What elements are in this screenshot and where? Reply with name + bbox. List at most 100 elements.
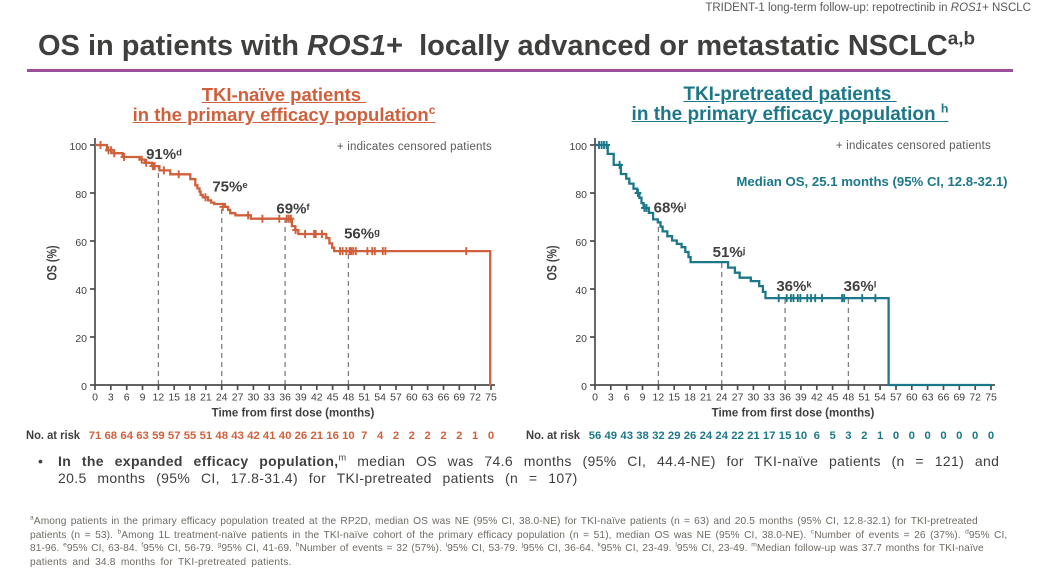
svg-text:4: 4 (377, 430, 384, 442)
svg-text:No. at risk: No. at risk (26, 430, 81, 442)
svg-text:36%k: 36%k (776, 278, 812, 295)
svg-text:2: 2 (424, 430, 430, 442)
svg-text:57: 57 (168, 430, 181, 442)
svg-text:27: 27 (232, 392, 244, 404)
svg-text:2: 2 (409, 430, 415, 442)
svg-text:15: 15 (168, 392, 180, 404)
svg-text:Time from first dose (months): Time from first dose (months) (212, 408, 375, 420)
svg-text:42: 42 (247, 430, 260, 442)
svg-text:42: 42 (811, 392, 823, 404)
svg-text:12: 12 (153, 392, 165, 404)
svg-text:48: 48 (843, 392, 855, 404)
svg-text:21: 21 (311, 430, 324, 442)
svg-text:42: 42 (311, 392, 323, 404)
svg-text:68: 68 (105, 430, 118, 442)
svg-text:15: 15 (668, 392, 680, 404)
svg-text:72: 72 (469, 392, 481, 404)
svg-text:1: 1 (472, 430, 478, 442)
svg-text:2: 2 (440, 430, 446, 442)
svg-text:56: 56 (589, 430, 602, 442)
svg-text:72: 72 (969, 392, 981, 404)
svg-text:10: 10 (795, 430, 808, 442)
svg-text:33: 33 (763, 392, 775, 404)
svg-text:24: 24 (700, 430, 713, 442)
svg-text:48: 48 (343, 392, 355, 404)
svg-text:16: 16 (326, 430, 339, 442)
svg-text:43: 43 (231, 430, 244, 442)
svg-text:36%l: 36%l (844, 278, 877, 295)
svg-text:43: 43 (620, 430, 633, 442)
svg-text:36: 36 (779, 392, 791, 404)
svg-text:30: 30 (248, 392, 260, 404)
svg-text:6: 6 (624, 392, 630, 404)
svg-text:36: 36 (279, 392, 291, 404)
svg-text:63: 63 (136, 430, 149, 442)
svg-text:63: 63 (422, 392, 434, 404)
svg-text:6: 6 (814, 430, 820, 442)
svg-text:21: 21 (747, 430, 760, 442)
svg-text:30: 30 (748, 392, 760, 404)
svg-text:1: 1 (877, 430, 883, 442)
svg-text:60: 60 (406, 392, 418, 404)
svg-text:71: 71 (89, 430, 102, 442)
svg-text:21: 21 (200, 392, 212, 404)
svg-text:0: 0 (92, 392, 98, 404)
svg-text:22: 22 (731, 430, 744, 442)
svg-text:57: 57 (890, 392, 902, 404)
svg-text:3: 3 (608, 392, 614, 404)
svg-text:2: 2 (861, 430, 867, 442)
svg-text:40: 40 (279, 430, 292, 442)
svg-text:59: 59 (152, 430, 165, 442)
svg-text:3: 3 (108, 392, 114, 404)
svg-text:39: 39 (295, 392, 307, 404)
svg-text:51: 51 (858, 392, 870, 404)
svg-text:40: 40 (75, 285, 87, 297)
svg-text:27: 27 (732, 392, 744, 404)
svg-text:17: 17 (763, 430, 776, 442)
svg-text:64: 64 (120, 430, 133, 442)
svg-text:75%e: 75%e (212, 179, 247, 196)
svg-text:56%g: 56%g (344, 226, 380, 243)
svg-text:66: 66 (438, 392, 450, 404)
svg-text:66: 66 (938, 392, 950, 404)
svg-text:OS (%): OS (%) (44, 246, 60, 281)
svg-text:0: 0 (988, 430, 994, 442)
svg-text:15: 15 (779, 430, 792, 442)
svg-text:0: 0 (893, 430, 899, 442)
svg-text:57: 57 (390, 392, 402, 404)
svg-text:69%f: 69%f (276, 201, 310, 218)
svg-text:100: 100 (69, 141, 87, 153)
svg-text:32: 32 (652, 430, 665, 442)
svg-text:0: 0 (592, 392, 598, 404)
svg-text:69: 69 (953, 392, 965, 404)
svg-text:12: 12 (653, 392, 665, 404)
svg-text:45: 45 (327, 392, 339, 404)
svg-text:80: 80 (575, 189, 587, 201)
svg-text:2: 2 (456, 430, 462, 442)
svg-text:3: 3 (845, 430, 851, 442)
svg-text:18: 18 (184, 392, 196, 404)
svg-text:24: 24 (716, 392, 728, 404)
svg-text:80: 80 (75, 189, 87, 201)
svg-text:100: 100 (569, 141, 587, 153)
svg-text:45: 45 (827, 392, 839, 404)
svg-text:6: 6 (124, 392, 130, 404)
svg-text:9: 9 (640, 392, 646, 404)
svg-text:18: 18 (684, 392, 696, 404)
svg-text:10: 10 (342, 430, 355, 442)
svg-text:33: 33 (263, 392, 275, 404)
svg-text:0: 0 (956, 430, 962, 442)
svg-text:40: 40 (575, 285, 587, 297)
svg-text:Time from first dose (months): Time from first dose (months) (712, 408, 875, 420)
svg-text:24: 24 (216, 392, 228, 404)
svg-text:55: 55 (184, 430, 197, 442)
svg-text:0: 0 (924, 430, 930, 442)
svg-text:0: 0 (81, 381, 87, 393)
svg-text:63: 63 (922, 392, 934, 404)
svg-text:51: 51 (200, 430, 213, 442)
svg-text:29: 29 (668, 430, 681, 442)
svg-text:2: 2 (393, 430, 399, 442)
svg-text:0: 0 (972, 430, 978, 442)
svg-text:0: 0 (940, 430, 946, 442)
svg-text:20: 20 (575, 333, 587, 345)
